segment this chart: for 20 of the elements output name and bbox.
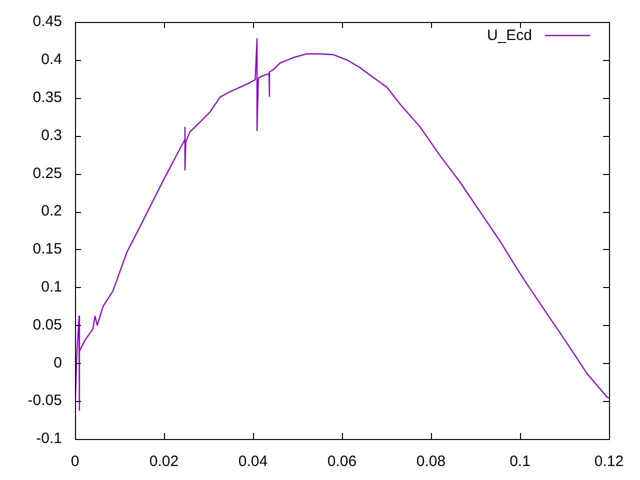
y-tick-label: 0.35	[32, 88, 62, 106]
x-tick-label: 0.08	[416, 453, 446, 470]
y-tick-label: 0.3	[41, 126, 62, 144]
x-tick-label: 0.1	[510, 453, 530, 470]
x-tick-label: 0.06	[327, 453, 357, 470]
y-tick-label: 0.4	[41, 51, 62, 68]
x-tick-label: 0	[70, 453, 80, 470]
y-tick-label: 0.25	[32, 164, 62, 182]
y-tick-label: -0.1	[36, 430, 62, 448]
y-tick-label: -0.05	[28, 392, 62, 410]
x-tick-label: 0.12	[594, 453, 624, 470]
x-tick-label: 0.04	[238, 453, 268, 470]
x-tick-label: 0.02	[149, 453, 179, 470]
y-tick-label: 0.1	[41, 278, 62, 296]
y-tick-label: 0	[54, 354, 62, 372]
y-tick-label: 0.2	[41, 202, 62, 220]
legend-label: U_Ecd	[486, 27, 532, 44]
y-tick-label: 0.05	[32, 316, 62, 334]
y-tick-label: 0.45	[32, 13, 62, 30]
y-tick-label: 0.15	[32, 240, 62, 258]
